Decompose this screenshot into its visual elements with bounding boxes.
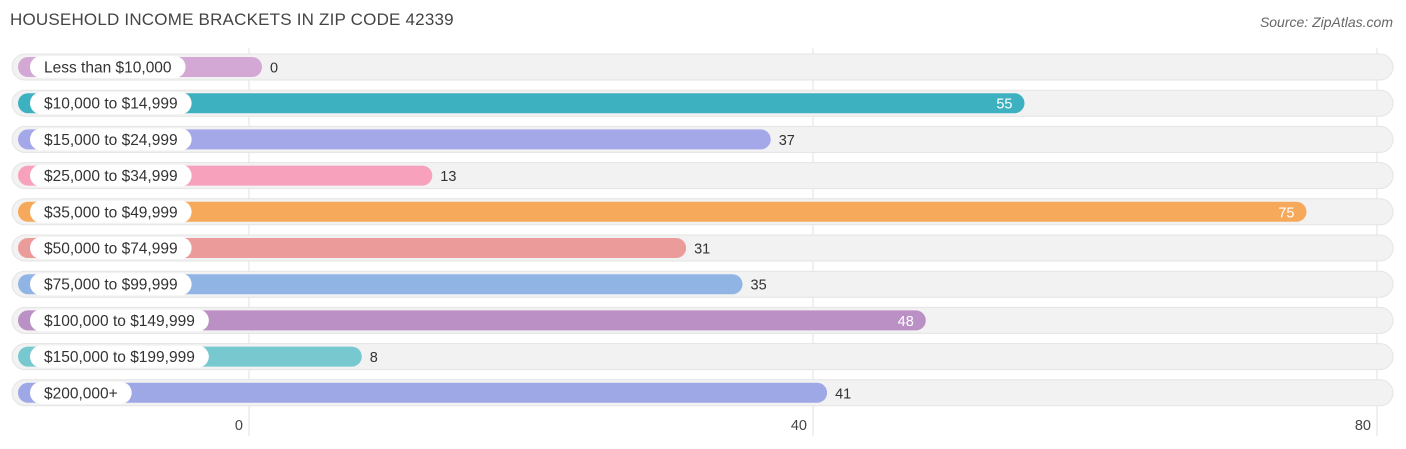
category-pill bbox=[30, 345, 209, 368]
x-tick-label: 0 bbox=[235, 418, 243, 434]
value-label: 0 bbox=[270, 61, 278, 77]
value-label: 35 bbox=[751, 278, 767, 294]
bar bbox=[18, 129, 771, 150]
x-tick-label: 80 bbox=[1355, 418, 1371, 434]
value-label: 55 bbox=[996, 97, 1012, 113]
category-pill bbox=[30, 128, 192, 151]
category-label: $35,000 to $49,999 bbox=[44, 204, 178, 221]
category-label: $200,000+ bbox=[44, 385, 118, 402]
bar bbox=[18, 310, 926, 331]
value-label: 8 bbox=[370, 350, 378, 366]
bar bbox=[18, 201, 1307, 222]
bar bbox=[18, 274, 743, 295]
x-tick-label: 40 bbox=[791, 418, 807, 434]
bar bbox=[18, 93, 1025, 114]
category-pill bbox=[30, 164, 192, 187]
value-label: 48 bbox=[898, 314, 914, 330]
category-pill bbox=[30, 273, 192, 296]
value-label: 13 bbox=[440, 169, 456, 185]
category-label: $10,000 to $14,999 bbox=[44, 96, 178, 113]
category-pill bbox=[30, 237, 192, 259]
chart-title: HOUSEHOLD INCOME BRACKETS IN ZIP CODE 42… bbox=[10, 10, 454, 29]
category-pill bbox=[30, 56, 186, 78]
category-label: $75,000 to $99,999 bbox=[44, 277, 178, 294]
category-label: $100,000 to $149,999 bbox=[44, 313, 195, 330]
source-credit: Source: ZipAtlas.com bbox=[1259, 14, 1393, 30]
category-pill bbox=[30, 381, 132, 404]
category-label: $15,000 to $24,999 bbox=[44, 132, 178, 149]
value-label: 75 bbox=[1278, 205, 1294, 221]
category-label: Less than $10,000 bbox=[44, 60, 172, 77]
category-label: $50,000 to $74,999 bbox=[44, 241, 178, 258]
bar-track bbox=[11, 53, 1394, 81]
bar bbox=[18, 382, 828, 403]
category-pill bbox=[30, 200, 192, 223]
category-label: $150,000 to $199,999 bbox=[44, 349, 195, 366]
category-pill bbox=[30, 92, 192, 115]
value-label: 37 bbox=[779, 133, 795, 149]
category-label: $25,000 to $34,999 bbox=[44, 168, 178, 185]
category-pill bbox=[30, 309, 209, 332]
value-label: 31 bbox=[694, 242, 710, 258]
value-label: 41 bbox=[835, 386, 851, 402]
